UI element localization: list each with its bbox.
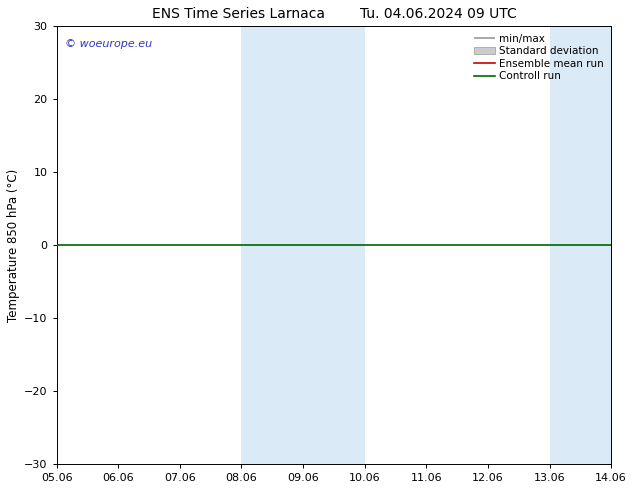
Bar <box>242 26 303 464</box>
Legend: min/max, Standard deviation, Ensemble mean run, Controll run: min/max, Standard deviation, Ensemble me… <box>472 31 606 83</box>
Title: ENS Time Series Larnaca        Tu. 04.06.2024 09 UTC: ENS Time Series Larnaca Tu. 04.06.2024 0… <box>152 7 516 21</box>
Bar <box>303 26 365 464</box>
Y-axis label: Temperature 850 hPa (°C): Temperature 850 hPa (°C) <box>7 169 20 322</box>
Text: © woeurope.eu: © woeurope.eu <box>65 39 152 49</box>
Bar <box>550 26 611 464</box>
